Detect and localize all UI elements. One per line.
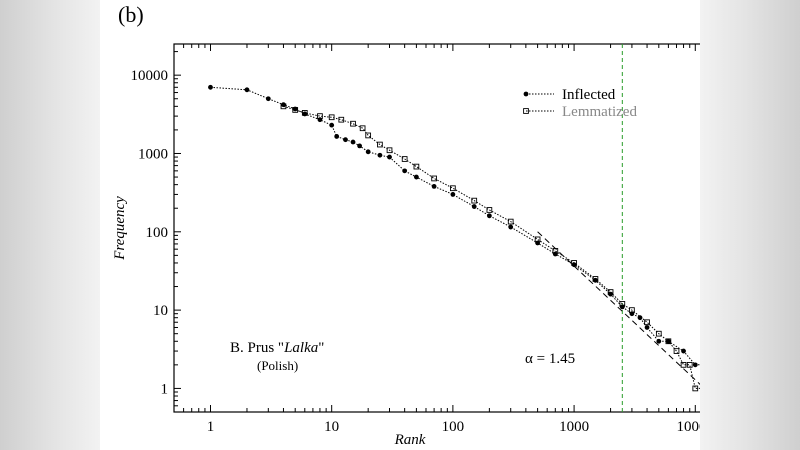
x-tick-label: 10	[324, 419, 339, 435]
data-point-inflected	[281, 102, 286, 108]
zipf-plot: (b) 1 10 100 1000 10000 1 10 100 1000 10…	[112, 2, 700, 448]
data-point-inflected	[656, 338, 662, 344]
data-point-inflected	[692, 362, 698, 368]
data-point-inflected	[486, 213, 492, 219]
data-point-inflected	[302, 111, 308, 117]
y-tick-label: 10	[153, 303, 168, 319]
data-point-inflected	[535, 240, 540, 246]
data-point-inflected	[471, 204, 477, 209]
reference-lines	[537, 44, 700, 412]
data-point-lemmatized	[655, 330, 662, 337]
data-point-lemmatized	[686, 361, 693, 368]
data-point-inflected	[571, 262, 577, 268]
y-tick-label: 1000	[138, 146, 168, 162]
x-tick-label: 10000	[677, 419, 700, 435]
data-point-lemmatized	[365, 132, 372, 139]
y-tick-label: 100	[146, 225, 169, 241]
plot-area-frame	[173, 43, 700, 413]
data-point-inflected	[387, 154, 392, 160]
data-point-lemmatized	[413, 163, 420, 170]
panel-label: (b)	[118, 2, 144, 27]
data-point-inflected	[292, 106, 298, 112]
data-point-inflected	[377, 152, 383, 158]
data-point-inflected	[508, 224, 514, 230]
chart-figure: (b) 1 10 100 1000 10000 1 10 100 1000 10…	[100, 0, 700, 450]
power-law-fit-line	[537, 231, 700, 385]
data-point-inflected	[350, 139, 356, 145]
data-point-inflected	[343, 137, 348, 143]
data-point-inflected	[431, 183, 437, 189]
legend-label-lemmatized: Lemmatized	[562, 104, 637, 120]
legend: Inflected Lemmatized	[523, 87, 637, 120]
data-point-inflected	[644, 325, 650, 330]
x-tick-label: 1000	[559, 419, 589, 435]
data-point-inflected	[402, 168, 408, 174]
x-tick-label: 1	[207, 419, 215, 435]
legend-marker-lemmatized	[523, 108, 529, 114]
legend-marker-inflected	[523, 91, 529, 97]
y-axis-title: Frequency	[112, 196, 128, 261]
data-point-lemmatized	[386, 147, 393, 154]
data-point-lemmatized	[507, 218, 514, 225]
annotation-language: (Polish)	[257, 358, 298, 373]
data-point-lemmatized	[431, 175, 437, 182]
series-connector-lemmatized	[283, 105, 700, 389]
data-point-inflected	[357, 143, 363, 149]
data-point-lemmatized	[350, 120, 356, 127]
slope-label: α = 1.45	[525, 351, 575, 367]
data-point-inflected	[593, 277, 598, 283]
data-point-inflected	[681, 348, 686, 354]
data-point-inflected	[414, 174, 419, 180]
data-point-inflected	[552, 251, 558, 257]
x-axis-title: Rank	[394, 432, 426, 448]
data-point-inflected	[365, 149, 371, 155]
data-point-inflected	[619, 304, 625, 310]
annotation-title-suffix: "	[318, 340, 324, 356]
x-tick-label: 100	[442, 419, 465, 435]
data-point-inflected	[265, 96, 271, 102]
data-point-lemmatized	[328, 114, 335, 121]
annotation-title-italic: Lalka	[283, 340, 318, 356]
data-point-inflected	[329, 122, 335, 128]
data-point-lemmatized	[680, 361, 687, 368]
data-point-inflected	[244, 87, 250, 93]
y-tick-label: 1	[161, 381, 169, 397]
data-point-lemmatized	[450, 185, 456, 192]
data-point-inflected	[208, 84, 213, 90]
data-point-lemmatized	[401, 156, 408, 162]
series-connector-inflected	[210, 86, 700, 366]
legend-label-inflected: Inflected	[562, 87, 616, 103]
data-point-lemmatized	[359, 125, 366, 132]
data-point-lemmatized	[486, 207, 493, 213]
y-tick-label: 10000	[131, 68, 169, 84]
data-point-inflected	[637, 315, 643, 321]
data-point-inflected	[450, 192, 456, 197]
data-point-inflected	[334, 134, 340, 139]
data-point-inflected	[629, 311, 635, 317]
series-inflected	[208, 84, 700, 368]
left-blur-margin	[0, 0, 100, 450]
annotation-title: B. Prus "Lalka"	[230, 340, 324, 356]
right-blur-margin	[700, 0, 800, 450]
annotation-title-prefix: B. Prus "	[230, 340, 284, 356]
data-point-lemmatized	[338, 116, 345, 123]
data-point-lemmatized	[377, 141, 383, 148]
x-tick-labels: 1 10 100 1000 10000	[207, 419, 700, 435]
data-point-lemmatized	[692, 385, 699, 392]
y-tick-labels: 1 10 100 1000 10000	[131, 68, 169, 397]
data-point-inflected	[608, 291, 613, 297]
data-point-lemmatized	[644, 319, 650, 326]
data-point-inflected	[317, 117, 323, 123]
axis-ticks	[173, 44, 696, 413]
series-lemmatized	[280, 103, 700, 392]
data-point-lemmatized	[471, 197, 478, 204]
data-point-inflected	[665, 338, 671, 344]
data-point-lemmatized	[673, 348, 680, 354]
